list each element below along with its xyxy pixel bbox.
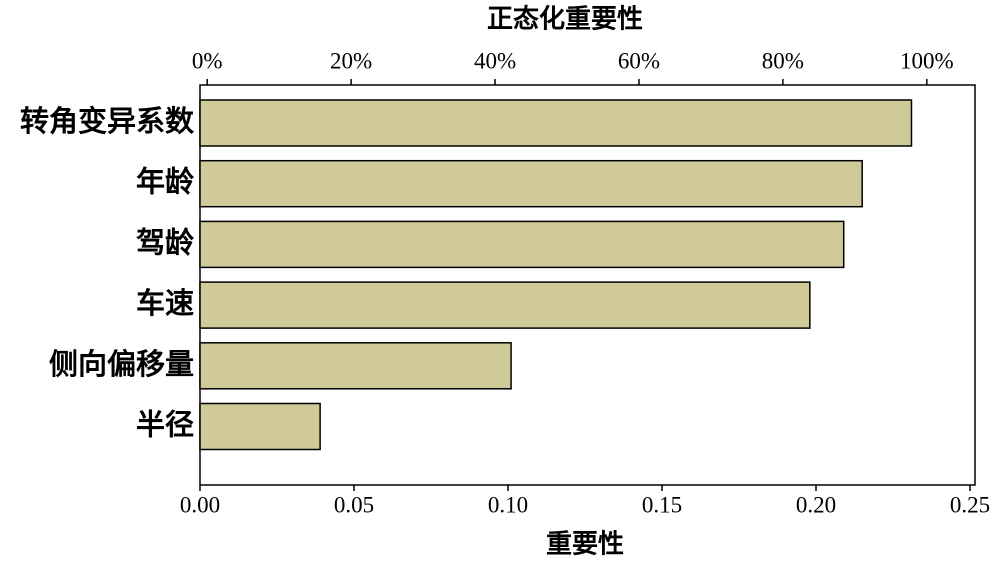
bar xyxy=(199,342,512,390)
x2-tick-label: 0% xyxy=(192,48,223,73)
bar xyxy=(199,220,845,269)
x2-tick-label: 20% xyxy=(330,48,372,73)
bar xyxy=(199,281,811,329)
x-axis-label: 重要性 xyxy=(546,530,624,560)
bar xyxy=(199,159,863,208)
x2-tick-label: 40% xyxy=(474,48,516,73)
x-tick-label: 0.25 xyxy=(950,492,990,517)
x2-tick-label: 80% xyxy=(762,48,804,73)
y-tick-label: 驾龄 xyxy=(136,225,195,259)
y-tick-label: 年龄 xyxy=(136,165,195,199)
y-tick-label: 半径 xyxy=(136,408,194,442)
x2-tick-label: 100% xyxy=(900,48,954,73)
x-tick-label: 0.20 xyxy=(796,492,836,517)
bar xyxy=(199,402,321,451)
x-tick-label: 0.00 xyxy=(180,492,220,517)
x2-axis-label: 正态化重要性 xyxy=(487,4,643,35)
x2-tick-label: 60% xyxy=(618,48,660,73)
y-tick-label: 车速 xyxy=(136,286,194,320)
x-tick-label: 0.15 xyxy=(642,492,682,517)
x-tick-label: 0.10 xyxy=(488,492,528,517)
x-tick-label: 0.05 xyxy=(334,492,374,517)
bar xyxy=(199,99,913,147)
y-tick-label: 转角变异系数 xyxy=(20,104,195,138)
y-tick-label: 侧向偏移量 xyxy=(49,347,194,381)
